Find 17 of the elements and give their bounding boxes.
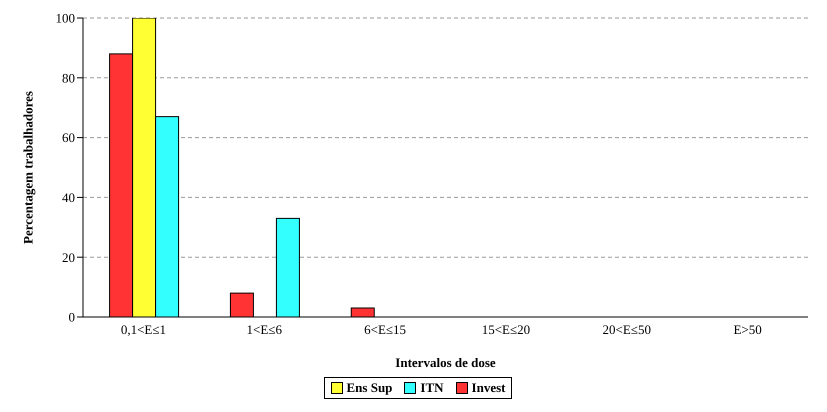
y-tick-label: 0 xyxy=(68,310,75,325)
x-tick-label: 1<E≤6 xyxy=(246,322,282,338)
x-tick-label: 15<E≤20 xyxy=(482,322,530,338)
legend-label: Invest xyxy=(472,380,506,396)
y-axis-title: Percentagem trabalhadores xyxy=(20,91,36,244)
y-tick-label: 60 xyxy=(62,130,75,146)
x-tick-label: 6<E≤15 xyxy=(364,322,406,338)
x-tick-label: 20<E≤50 xyxy=(602,322,651,338)
legend-label: ITN xyxy=(420,380,444,396)
legend-label: Ens Sup xyxy=(346,380,392,396)
x-tick-label: 0,1<E≤1 xyxy=(120,322,166,338)
x-axis-title: Intervalos de dose xyxy=(395,355,496,370)
x-tick-label: E>50 xyxy=(733,322,762,338)
y-tick-label: 20 xyxy=(62,250,75,265)
y-tick-label: 80 xyxy=(62,70,75,86)
y-tick-label: 100 xyxy=(56,10,75,26)
y-tick-label: 40 xyxy=(62,190,75,206)
